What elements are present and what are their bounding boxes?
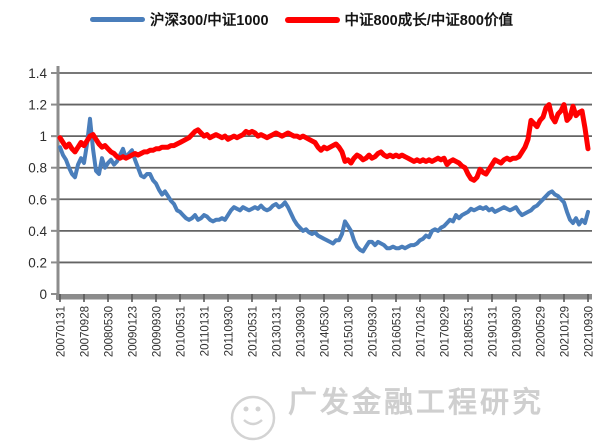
series-line-zz800-growth-value	[57, 102, 591, 183]
x-axis-tick-label: 20120531	[248, 306, 260, 357]
x-axis-tick-label: 20210930	[584, 306, 596, 357]
ratio-line-chart: 0 0.2 0.4 0.6 0.8 1 1.2 1.4 20070131 20070928 2008…	[28, 66, 596, 357]
x-axis-tick-label: 20090123	[128, 306, 140, 357]
y-axis-tick-label: 1	[39, 129, 47, 144]
x-axis-tick-label: 20140530	[320, 306, 332, 357]
watermark-logo-icon	[230, 395, 276, 441]
x-axis-tick-label: 20110930	[224, 306, 236, 356]
y-axis-tick-label: 0	[39, 287, 47, 302]
y-axis-tick-label: 0.2	[28, 255, 47, 270]
legend: 沪深300/中证1000 中证800成长/中证800价值	[0, 9, 603, 30]
x-axis-tick-label: 20200529	[536, 306, 548, 357]
legend-item-hs300-zz1000: 沪深300/中证1000	[90, 9, 269, 30]
y-axis-tick-label: 0.4	[28, 224, 47, 239]
legend-label-hs300-zz1000: 沪深300/中证1000	[150, 13, 269, 29]
legend-label-zz800-growth-value: 中证800成长/中证800价值	[344, 13, 513, 29]
x-axis-tick-label: 20100531	[176, 306, 188, 357]
x-axis-tick-label: 20150930	[368, 306, 380, 357]
watermark: 广发金融工程研究	[228, 389, 544, 443]
watermark-text: 广发金融工程研究	[288, 387, 545, 419]
y-axis-tick-label: 1.2	[28, 98, 47, 113]
x-axis-tick-label: 20070131	[56, 306, 68, 357]
x-axis-tick-label: 20090930	[152, 306, 164, 357]
y-axis-tick-label: 0.6	[28, 192, 47, 207]
x-axis-tick-label: 20070928	[80, 306, 92, 357]
x-axis-tick-label: 20080530	[104, 306, 116, 357]
x-axis-tick-label: 20190930	[512, 306, 524, 357]
x-axis-tick-label: 20180531	[464, 306, 476, 357]
x-axis-tick-label: 20160531	[392, 306, 404, 357]
x-axis-tick-label: 20130930	[296, 306, 308, 357]
x-axis-tick-label: 20190131	[488, 306, 500, 357]
legend-line-sample-blue	[90, 17, 146, 22]
x-axis-tick-label: 20170929	[440, 306, 452, 357]
legend-line-sample-red	[284, 16, 340, 23]
x-axis-tick-label: 20170126	[416, 306, 428, 357]
x-axis-tick-label: 20110131	[200, 306, 212, 356]
x-axis-tick-label: 20210129	[560, 306, 572, 357]
y-axis-tick-label: 0.8	[28, 161, 47, 176]
series-line-hs300-zz1000	[58, 116, 590, 254]
y-axis-tick-label: 1.4	[28, 66, 47, 81]
x-axis-tick-label: 20130131	[272, 306, 284, 357]
legend-item-zz800-growth-value: 中证800成长/中证800价值	[284, 9, 513, 30]
x-axis-tick-label: 20150130	[344, 306, 356, 357]
